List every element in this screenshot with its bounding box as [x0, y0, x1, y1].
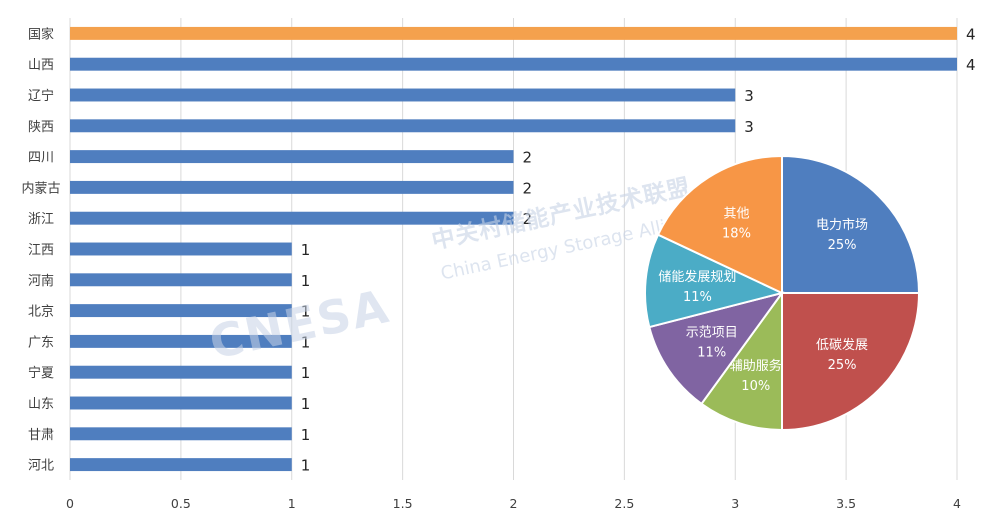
pie-slice-percent: 11%: [683, 290, 712, 305]
pie-slice: [648, 291, 785, 406]
bar: [70, 211, 514, 225]
category-label: 四川: [28, 151, 54, 166]
pie-slice-label: 其他: [723, 206, 749, 221]
bar: [70, 180, 514, 194]
category-label: 甘肃: [28, 428, 54, 443]
watermark-logo: CNESA: [205, 279, 395, 370]
x-tick-labels: 0 0.5 1 1.5 2 2.5 3 3.5 4: [66, 496, 961, 511]
category-label: 宁夏: [28, 365, 54, 381]
pie-slice-percent: 18%: [722, 226, 751, 241]
x-tick-label: 0.5: [171, 496, 191, 511]
value-label: 1: [301, 333, 311, 351]
category-label: 陕西: [28, 120, 54, 135]
value-label: 1: [301, 272, 311, 290]
bar: [70, 427, 292, 441]
value-label: 2: [523, 149, 533, 167]
pie-slice: [781, 154, 921, 294]
value-label: 2: [523, 210, 533, 228]
pie-slice: [781, 292, 921, 432]
pie-slice-percent: 25%: [828, 238, 857, 253]
value-label: 3: [744, 87, 754, 105]
category-label: 河南: [28, 273, 54, 289]
value-labels: 4 4 3 3 2 2 2 1 1 1 1 1 1 1 1: [301, 25, 976, 474]
value-label: 3: [744, 118, 754, 136]
category-label: 内蒙古: [21, 180, 60, 196]
bar: [70, 119, 736, 133]
watermark: CNESA 中关村储能产业技术联盟 China Energy Storage A…: [205, 173, 710, 370]
bar: [70, 396, 292, 410]
bar-series: [70, 26, 957, 472]
bar: [70, 273, 292, 287]
pie-slice-percent: 11%: [697, 346, 726, 361]
category-label: 广东: [28, 335, 54, 350]
pie-slice-percent: 25%: [828, 358, 857, 373]
pie-slice-label: 示范项目: [686, 326, 738, 341]
x-tick-label: 0: [66, 496, 74, 511]
bar: [70, 365, 292, 379]
pie-chart: 电力市场 25% 低碳发展 25% 辅助服务 10% 示范项目 11% 储能发展规划 11% 其他 1…: [644, 154, 921, 432]
x-tick-label: 3: [731, 496, 739, 511]
value-label: 1: [301, 303, 311, 321]
category-label: 山西: [28, 58, 54, 73]
pie-slice: [656, 154, 783, 295]
pie-slice: [700, 289, 783, 432]
category-label: 国家: [28, 26, 54, 42]
pie-slice-label: 电力市场: [816, 217, 868, 233]
x-tick-label: 1: [288, 496, 296, 511]
bar: [70, 150, 514, 164]
category-label: 河北: [28, 459, 54, 474]
category-label: 辽宁: [28, 88, 54, 104]
bar: [70, 458, 292, 472]
value-label: 4: [966, 25, 976, 43]
bar: [70, 26, 957, 40]
x-tick-label: 1.5: [393, 496, 413, 511]
category-label: 山东: [28, 397, 54, 412]
value-label: 1: [301, 395, 311, 413]
value-label: 2: [523, 179, 533, 197]
value-label: 4: [966, 56, 976, 74]
pie-slice-label: 储能发展规划: [658, 269, 736, 285]
pie-slice-label: 低碳发展: [816, 337, 868, 353]
x-tick-label: 2.5: [614, 496, 634, 511]
x-tick-label: 2: [510, 496, 518, 511]
bar: [70, 57, 957, 71]
x-tick-label: 4: [953, 496, 961, 511]
category-label: 北京: [28, 305, 54, 320]
value-label: 1: [301, 241, 311, 259]
bar: [70, 242, 292, 256]
category-label: 浙江: [28, 212, 54, 227]
x-tick-label: 3.5: [836, 496, 856, 511]
value-label: 1: [301, 457, 311, 475]
pie-slice-label: 辅助服务: [730, 358, 782, 374]
category-label: 江西: [28, 243, 54, 258]
bar: [70, 88, 736, 102]
pie-slice-percent: 10%: [741, 379, 770, 394]
pie-slice: [644, 233, 785, 329]
value-label: 1: [301, 364, 311, 382]
bar: [70, 304, 292, 318]
bar: [70, 334, 292, 348]
value-label: 1: [301, 426, 311, 444]
